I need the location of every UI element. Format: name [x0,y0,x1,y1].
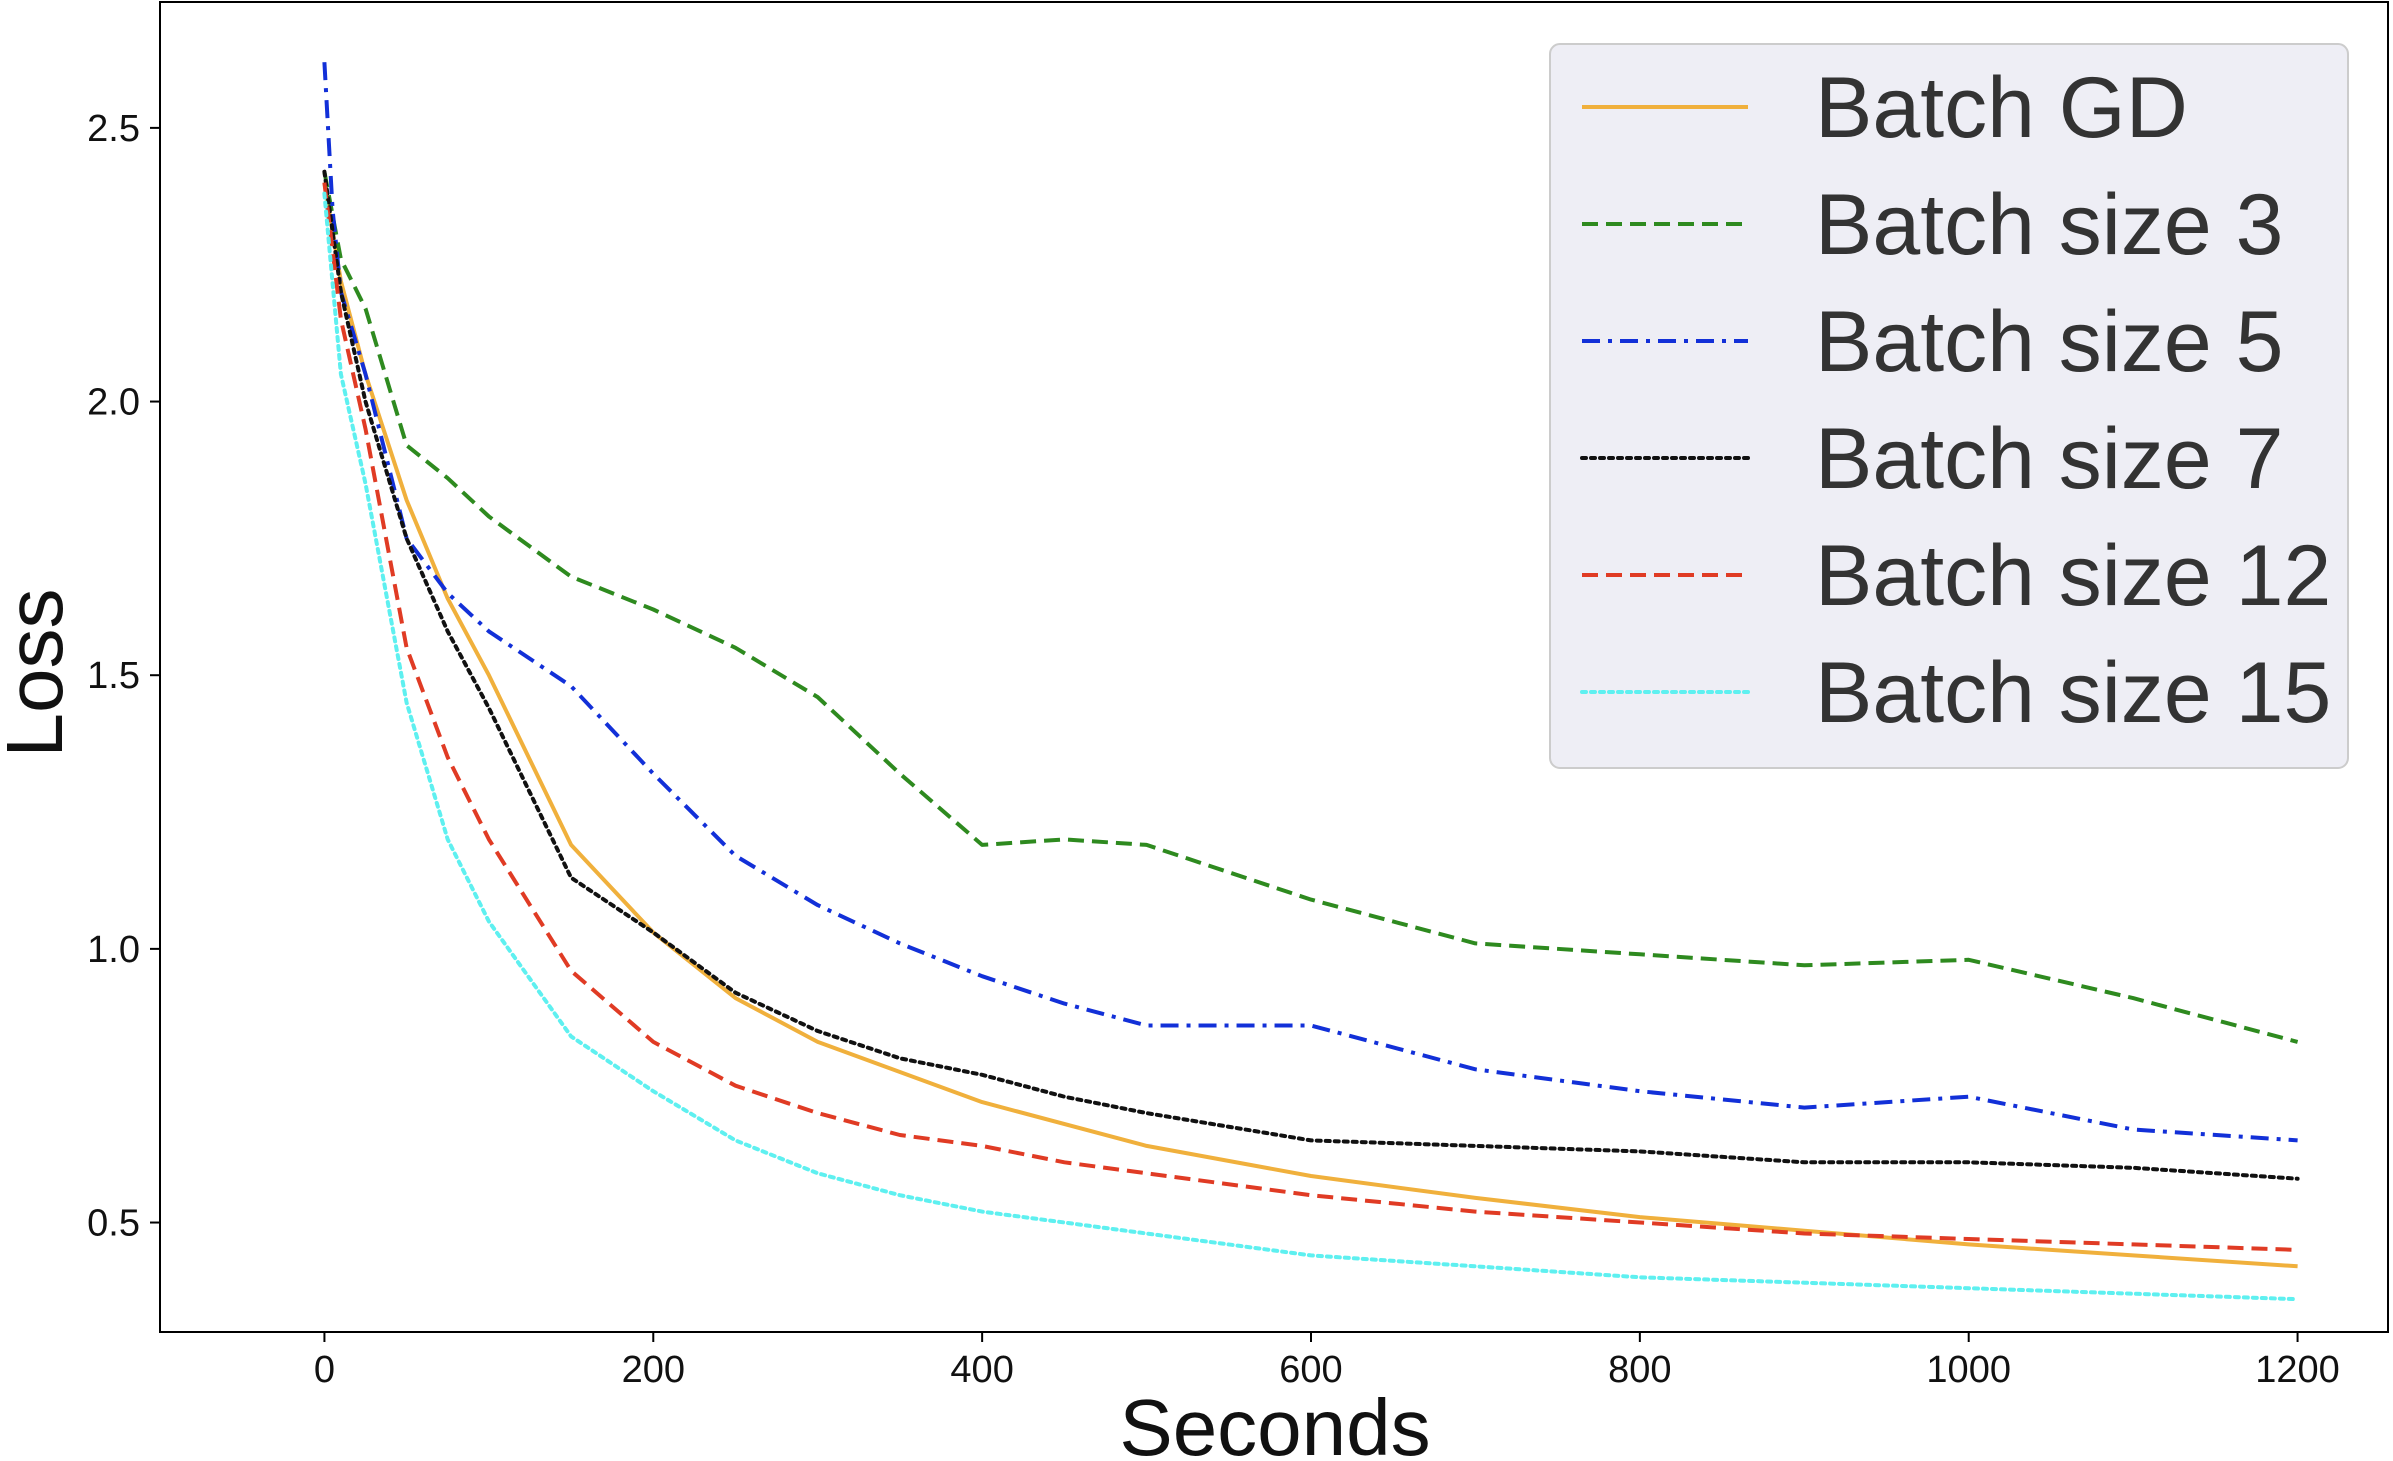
legend-label-batch-size-12: Batch size 12 [1815,528,2331,624]
x-tick-label: 200 [622,1349,685,1391]
legend-label-batch-gd: Batch GD [1815,60,2188,156]
x-axis-label: Seconds [1119,1383,1430,1461]
y-tick-label: 2.5 [87,108,140,150]
series-layer [322,62,2300,1302]
series-line-batch-size-3 [322,171,2299,1044]
y-axis-label: Loss [0,589,79,758]
y-tick-label: 1.5 [87,655,140,697]
legend-label-batch-size-15: Batch size 15 [1815,645,2331,741]
x-tick-label: 400 [950,1349,1013,1391]
y-tick-label: 1.0 [87,929,140,971]
series-line-batch-gd [322,182,2298,1269]
y-tick-label: 2.0 [87,382,140,424]
series-line-batch-size-12 [322,182,2298,1252]
legend-label-batch-size-7: Batch size 7 [1815,411,2283,507]
legend-box [1549,43,2349,769]
y-axis-ticks: 0.5 1.0 1.5 2.0 2.5 [87,108,160,1245]
x-axis-ticks: 0 200 400 600 800 1000 1200 [314,1332,2340,1391]
series-line-batch-size-15 [322,191,2300,1302]
legend-items: Batch GD Batch size 3 Batch size 5 Batch si… [1580,60,2331,741]
x-tick-label: 1200 [2255,1349,2340,1391]
x-tick-label: 600 [1279,1349,1342,1391]
series-line-batch-size-7 [322,169,2300,1181]
legend-label-batch-size-5: Batch size 5 [1815,294,2283,390]
x-tick-label: 0 [314,1349,335,1391]
y-tick-label: 0.5 [87,1203,140,1245]
x-tick-label: 1000 [1926,1349,2011,1391]
plot-frame [159,1,2389,1333]
legend: Batch GD Batch size 3 Batch size 5 Batch si… [1549,43,2349,769]
legend-label-batch-size-3: Batch size 3 [1815,177,2283,273]
x-tick-label: 800 [1608,1349,1671,1391]
